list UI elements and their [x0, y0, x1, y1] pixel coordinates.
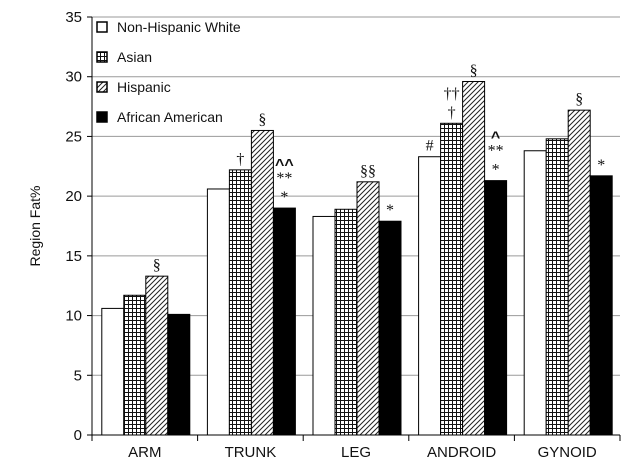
axes	[91, 17, 620, 436]
annotation-symbol: ^	[491, 130, 500, 147]
annotation-symbol: *	[386, 202, 394, 219]
bar-android-hispanic	[462, 80, 486, 436]
annotation-symbol: *	[280, 189, 288, 206]
legend-swatch-non-hispanic-white	[96, 21, 108, 33]
annotation-symbol: §	[153, 257, 161, 274]
legend-label-non-hispanic-white: Non-Hispanic White	[117, 19, 241, 35]
bar-arm-asian	[123, 294, 147, 436]
x-tick-label-arm: ARM	[128, 444, 161, 461]
legend: Non-Hispanic White Asian Hispanic African A…	[96, 19, 241, 125]
annotation-symbol: #	[426, 138, 434, 155]
bar-gynoid-non-hispanic-white	[523, 150, 547, 436]
significance-annotations: §†§^^***§§*#†††§^***§*	[153, 62, 605, 274]
y-tick-label: 20	[65, 188, 82, 205]
annotation-symbol: *	[597, 157, 605, 174]
bar-trunk-non-hispanic-white	[206, 188, 230, 436]
y-tick-label: 5	[74, 367, 82, 384]
bar-trunk-hispanic	[250, 129, 274, 436]
y-tick-label: 0	[74, 427, 82, 444]
annotation-symbol: *	[492, 162, 500, 179]
bar-leg-non-hispanic-white	[312, 215, 336, 436]
x-tick-label-leg: LEG	[341, 444, 371, 461]
y-tick-labels: 0 5 10 15 20 25 30 35	[65, 9, 92, 444]
annotation-symbol: **	[276, 170, 292, 187]
y-tick-label: 30	[65, 69, 82, 86]
annotation-symbol: §	[575, 91, 583, 108]
legend-swatch-african-american	[96, 111, 108, 123]
annotation-symbol: §	[258, 111, 266, 128]
y-tick-label: 15	[65, 248, 82, 265]
y-axis-title: Region Fat%	[27, 186, 43, 267]
x-tick-label-trunk: TRUNK	[225, 444, 277, 461]
bar-android-asian	[440, 122, 464, 436]
bar-leg-asian	[334, 208, 358, 436]
legend-label-african-american: African American	[117, 109, 223, 125]
legend-label-hispanic: Hispanic	[117, 79, 171, 95]
y-tick-label: 10	[65, 308, 82, 325]
bar-gynoid-asian	[545, 138, 569, 436]
bar-gynoid-hispanic	[567, 109, 591, 436]
annotation-symbol: †	[448, 104, 456, 121]
legend-swatch-asian	[96, 51, 108, 63]
bar-android-african-american	[484, 180, 508, 436]
annotation-symbol: **	[488, 143, 504, 160]
x-tick-label-gynoid: GYNOID	[538, 444, 597, 461]
bar-arm-hispanic	[145, 275, 169, 436]
bar-android-non-hispanic-white	[418, 156, 442, 436]
y-tick-label: 25	[65, 128, 82, 145]
bar-gynoid-african-american	[589, 175, 613, 436]
bar-arm-african-american	[167, 313, 191, 436]
annotation-symbol: ††	[444, 85, 460, 102]
x-tick-labels: ARM TRUNK LEG ANDROID GYNOID	[91, 435, 621, 461]
bar-leg-hispanic	[356, 181, 380, 436]
annotation-symbol: §§	[360, 163, 376, 180]
bar-trunk-asian	[228, 169, 252, 436]
bar-arm-non-hispanic-white	[101, 307, 125, 436]
y-tick-label: 35	[65, 9, 82, 26]
annotation-symbol: †	[236, 151, 244, 168]
bar-leg-african-american	[378, 220, 402, 436]
legend-label-asian: Asian	[117, 49, 152, 65]
annotation-symbol: §	[470, 62, 478, 79]
annotation-symbol: ^^	[275, 157, 294, 174]
x-tick-label-android: ANDROID	[427, 444, 496, 461]
bar-trunk-african-american	[272, 207, 296, 436]
bars	[101, 80, 613, 436]
legend-swatch-hispanic	[96, 81, 108, 93]
